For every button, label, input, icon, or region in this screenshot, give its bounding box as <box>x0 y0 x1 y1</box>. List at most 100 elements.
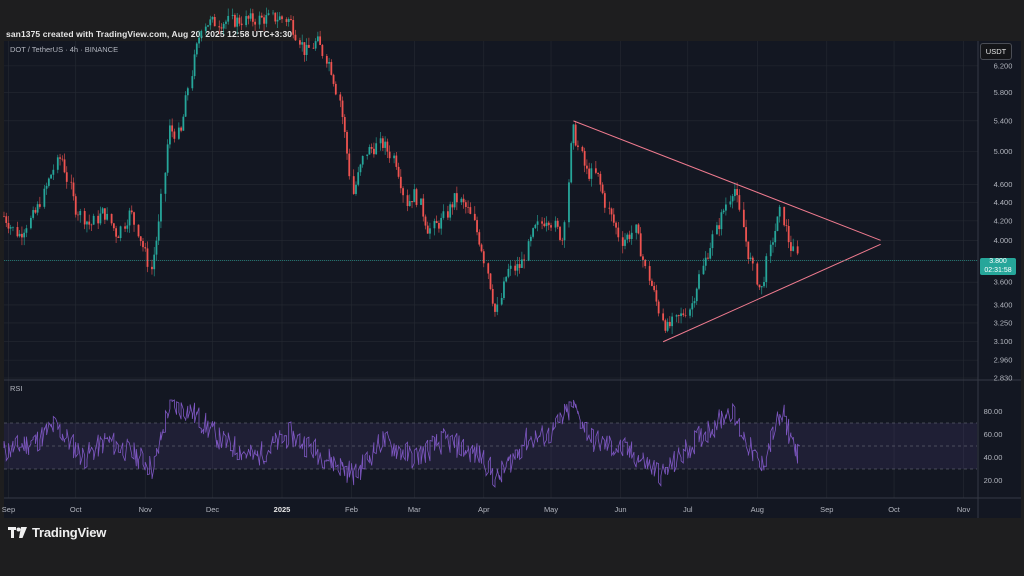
candle-body <box>166 144 169 173</box>
candle-body <box>200 30 203 38</box>
candle-body <box>621 237 624 246</box>
rsi-indicator-label[interactable]: RSI <box>10 384 23 393</box>
candle-body <box>92 215 95 225</box>
candle-body <box>790 242 792 251</box>
time-axis-label: Jul <box>683 505 693 514</box>
candle-body <box>547 222 550 226</box>
candle-body <box>554 220 557 228</box>
candle-body <box>736 189 739 196</box>
candle-body <box>171 125 174 132</box>
price-axis-label: 6.200 <box>994 61 1013 70</box>
candle-body <box>144 247 147 249</box>
last-price-tag: 3.800 02:31:58 <box>980 258 1016 275</box>
price-axis-label: 5.400 <box>994 116 1013 125</box>
candle-body <box>612 214 615 223</box>
candle-body <box>119 226 122 238</box>
candle-body <box>556 220 559 227</box>
tradingview-logo[interactable]: TradingView <box>8 525 106 540</box>
candle-body <box>455 193 458 203</box>
candle-body <box>399 176 402 189</box>
candle-body <box>725 204 727 211</box>
candle-body <box>451 204 454 208</box>
candle-body <box>675 315 678 317</box>
tradingview-logo-icon <box>8 526 27 538</box>
candle-body <box>763 282 765 287</box>
symbol-label[interactable]: DOT / TetherUS · 4h · BINANCE <box>10 45 119 54</box>
candle-body <box>615 222 617 228</box>
candle-body <box>639 233 642 257</box>
candle-body <box>157 221 160 241</box>
candle-body <box>796 246 799 254</box>
candle-body <box>379 138 382 144</box>
candle-body <box>368 147 371 155</box>
candle-body <box>608 207 611 209</box>
candle-body <box>729 201 732 205</box>
time-axis-label: Aug <box>751 505 764 514</box>
rsi-axis-label: 60.00 <box>984 430 1003 439</box>
candle-body <box>572 124 575 144</box>
candle-body <box>776 216 779 231</box>
candle-body <box>3 216 5 217</box>
candle-body <box>25 228 28 233</box>
tradingview-logo-text: TradingView <box>32 525 107 540</box>
candle-body <box>588 168 591 179</box>
candle-body <box>386 141 389 152</box>
candle-body <box>601 184 604 194</box>
time-axis-label: Sep <box>820 505 833 514</box>
candle-body <box>63 159 66 173</box>
candle-body <box>469 207 472 214</box>
candle-body <box>637 224 640 234</box>
candle-body <box>236 17 239 27</box>
time-axis-label: Oct <box>888 505 901 514</box>
candle-body <box>561 239 564 241</box>
candle-body <box>691 303 694 310</box>
currency-button[interactable]: USDT <box>980 43 1012 60</box>
candle-body <box>263 17 265 24</box>
price-axis-label: 4.000 <box>994 236 1013 245</box>
time-axis-label: May <box>544 505 558 514</box>
candle-body <box>355 184 357 194</box>
candle-body <box>164 172 167 194</box>
candle-body <box>366 154 369 156</box>
candle-body <box>16 227 19 237</box>
last-price-value: 3.800 <box>989 258 1007 265</box>
candle-body <box>480 244 483 252</box>
candle-body <box>541 221 543 224</box>
candle-body <box>130 210 133 213</box>
candle-body <box>32 210 35 218</box>
time-axis-label: Dec <box>206 505 220 514</box>
time-axis-label: Nov <box>139 505 153 514</box>
candle-body <box>550 225 552 228</box>
candle-body <box>50 174 52 179</box>
candle-body <box>180 127 183 131</box>
candle-body <box>487 263 490 274</box>
candle-body <box>668 321 671 327</box>
candle-body <box>684 315 687 316</box>
candle-body <box>112 223 115 229</box>
candle-body <box>370 147 373 149</box>
candle-body <box>749 257 752 260</box>
candle-body <box>240 23 243 26</box>
candle-body <box>303 42 306 55</box>
time-axis-label: Feb <box>345 505 358 514</box>
price-axis-label: 5.800 <box>994 88 1013 97</box>
candle-body <box>339 94 342 101</box>
candle-body <box>12 227 14 228</box>
candle-body <box>406 195 409 207</box>
candle-body <box>693 301 696 304</box>
candle-body <box>628 234 631 239</box>
candle-body <box>677 315 680 317</box>
candle-body <box>760 286 763 288</box>
bar-countdown: 02:31:58 <box>984 266 1012 274</box>
time-axis-label: Mar <box>408 505 421 514</box>
candle-body <box>18 233 21 237</box>
candle-body <box>720 212 723 230</box>
candle-body <box>357 172 360 185</box>
candle-body <box>139 236 142 242</box>
candle-body <box>716 225 718 235</box>
candle-body <box>783 206 786 226</box>
price-axis-label: 3.400 <box>994 300 1013 309</box>
time-axis-labels: Sep Oct Nov Dec 2025 Feb Mar Apr May Jun Jul Aug Sep… <box>2 505 971 514</box>
candle-body <box>536 221 539 225</box>
